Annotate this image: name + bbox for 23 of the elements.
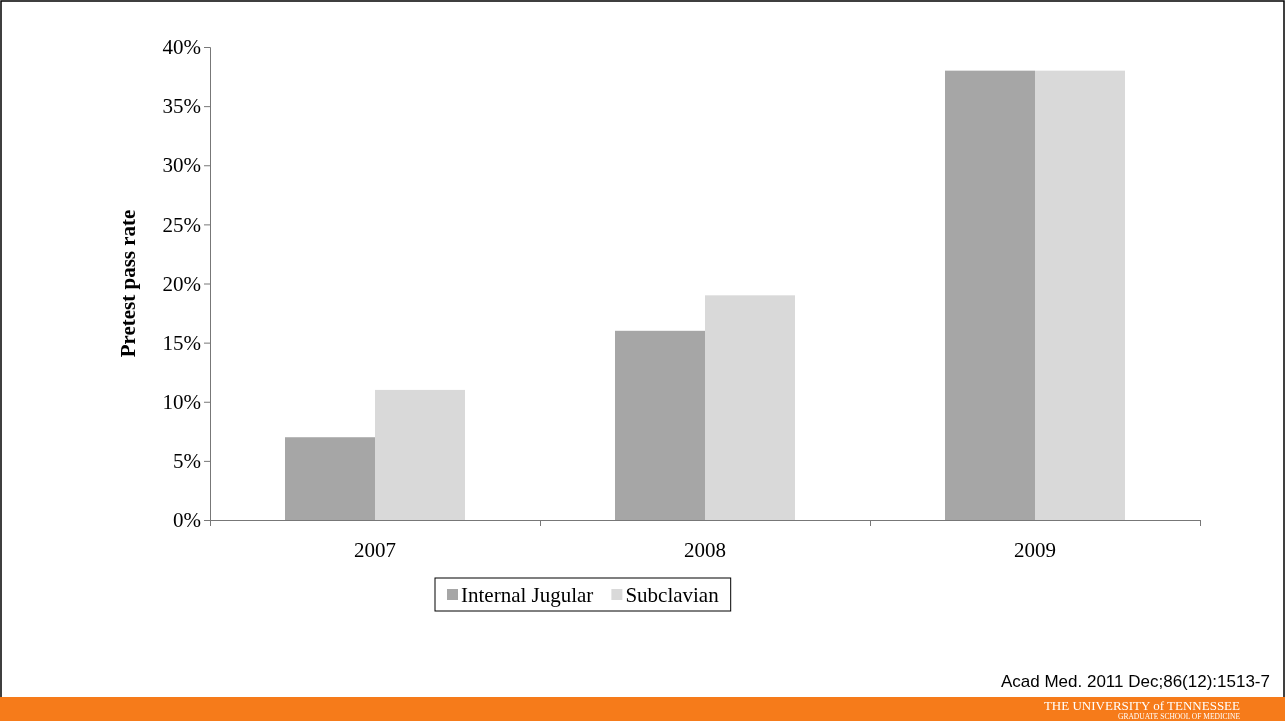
bar xyxy=(375,389,465,520)
y-tick-label: 10% xyxy=(162,389,201,414)
y-tick-label: 35% xyxy=(162,94,201,119)
y-tick-label: 40% xyxy=(162,35,201,60)
x-tick-label: 2008 xyxy=(684,538,726,562)
y-tick-label: 0% xyxy=(173,508,201,533)
bar xyxy=(945,70,1035,520)
bar xyxy=(285,437,375,520)
bar xyxy=(615,330,705,520)
x-tick-label: 2009 xyxy=(1014,538,1056,562)
text: Acad Med. 2011 Dec;86(12):1513-7 xyxy=(1000,672,1270,691)
y-tick-label: 25% xyxy=(162,212,201,237)
bar xyxy=(705,295,795,520)
bar xyxy=(1035,70,1125,520)
x-tick-label: 2007 xyxy=(354,538,396,562)
y-tick-label: 15% xyxy=(162,330,201,355)
legend-label: Subclavian xyxy=(625,583,720,607)
y-tick-label: 30% xyxy=(162,153,201,178)
legend-label: Internal Jugular xyxy=(461,583,594,607)
y-tick-label: 5% xyxy=(173,449,201,474)
text: THE UNIVERSITY of TENNESSEE xyxy=(1043,698,1241,713)
y-axis-title: Pretest pass rate xyxy=(116,209,140,358)
y-tick-label: 20% xyxy=(162,271,201,296)
